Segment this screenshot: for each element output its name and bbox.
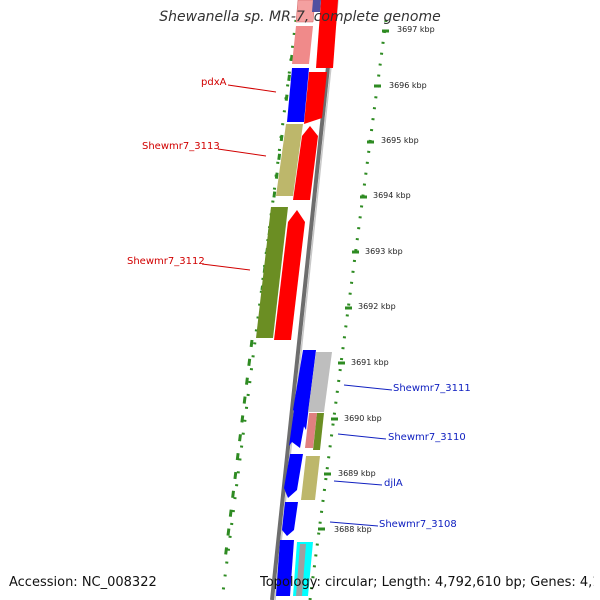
tick-label: 3693 kbp <box>365 247 403 256</box>
gene-bottom-reverse[interactable] <box>276 540 294 596</box>
tick-label: 3695 kbp <box>381 136 419 145</box>
gene-djla-reverse[interactable] <box>284 454 303 498</box>
tick-label: 3694 kbp <box>373 191 411 200</box>
gene-shewmr7-3112-olive[interactable] <box>256 207 288 338</box>
tick-label: 3696 kbp <box>389 81 427 90</box>
gene-shewmr7-3108-reverse[interactable] <box>282 502 298 536</box>
gene-pdxa-forward[interactable] <box>304 72 327 124</box>
gene-shewmr7-3110-pink[interactable] <box>305 413 317 448</box>
gene-djla-khaki[interactable] <box>301 456 320 500</box>
gene-label-pdxa[interactable]: pdxA <box>201 77 227 88</box>
gene-shewmr7-3113-khaki[interactable] <box>276 124 303 196</box>
tick-label: 3697 kbp <box>397 25 435 34</box>
gene-shewmr7-3112-forward[interactable] <box>274 210 305 340</box>
tick-label: 3688 kbp <box>334 525 372 534</box>
genome-title: Shewanella sp. MR-7, complete genome <box>159 9 441 25</box>
gene-label-djla[interactable]: djlA <box>384 478 403 489</box>
label-leaders-right <box>329 384 393 527</box>
gene-top-dark[interactable] <box>312 0 321 12</box>
tick-label: 3691 kbp <box>351 358 389 367</box>
tick-label: 3692 kbp <box>358 302 396 311</box>
tick-label: 3689 kbp <box>338 469 376 478</box>
gene-label-shewmr7-3112[interactable]: Shewmr7_3112 <box>127 256 205 267</box>
gene-pdxa-reverse[interactable] <box>287 68 309 122</box>
tick-label: 3690 kbp <box>344 414 382 423</box>
gene-top-faded-2[interactable] <box>292 26 313 64</box>
gene-top-forward[interactable] <box>316 0 338 68</box>
gene-shewmr7-3110-reverse[interactable] <box>289 410 307 448</box>
gene-shewmr7-3110-olive[interactable] <box>313 413 324 450</box>
gene-top-faded-forward[interactable] <box>295 0 316 23</box>
scale-ticks <box>318 29 389 531</box>
gene-label-shewmr7-3110[interactable]: Shewmr7_3110 <box>388 432 466 443</box>
topology-text: Topology: circular; Length: 4,792,610 bp… <box>260 575 594 590</box>
label-leaders-left <box>201 84 277 271</box>
gene-label-shewmr7-3108[interactable]: Shewmr7_3108 <box>379 519 457 530</box>
accession-text: Accession: NC_008322 <box>9 575 157 590</box>
gene-shewmr7-3111-gray[interactable] <box>308 352 332 412</box>
gene-label-shewmr7-3111[interactable]: Shewmr7_3111 <box>393 383 471 394</box>
genome-backbone <box>270 0 339 600</box>
gene-bottom-gray[interactable] <box>296 544 306 596</box>
gene-shewmr7-3113-forward[interactable] <box>293 126 318 200</box>
gene-label-shewmr7-3113[interactable]: Shewmr7_3113 <box>142 141 220 152</box>
